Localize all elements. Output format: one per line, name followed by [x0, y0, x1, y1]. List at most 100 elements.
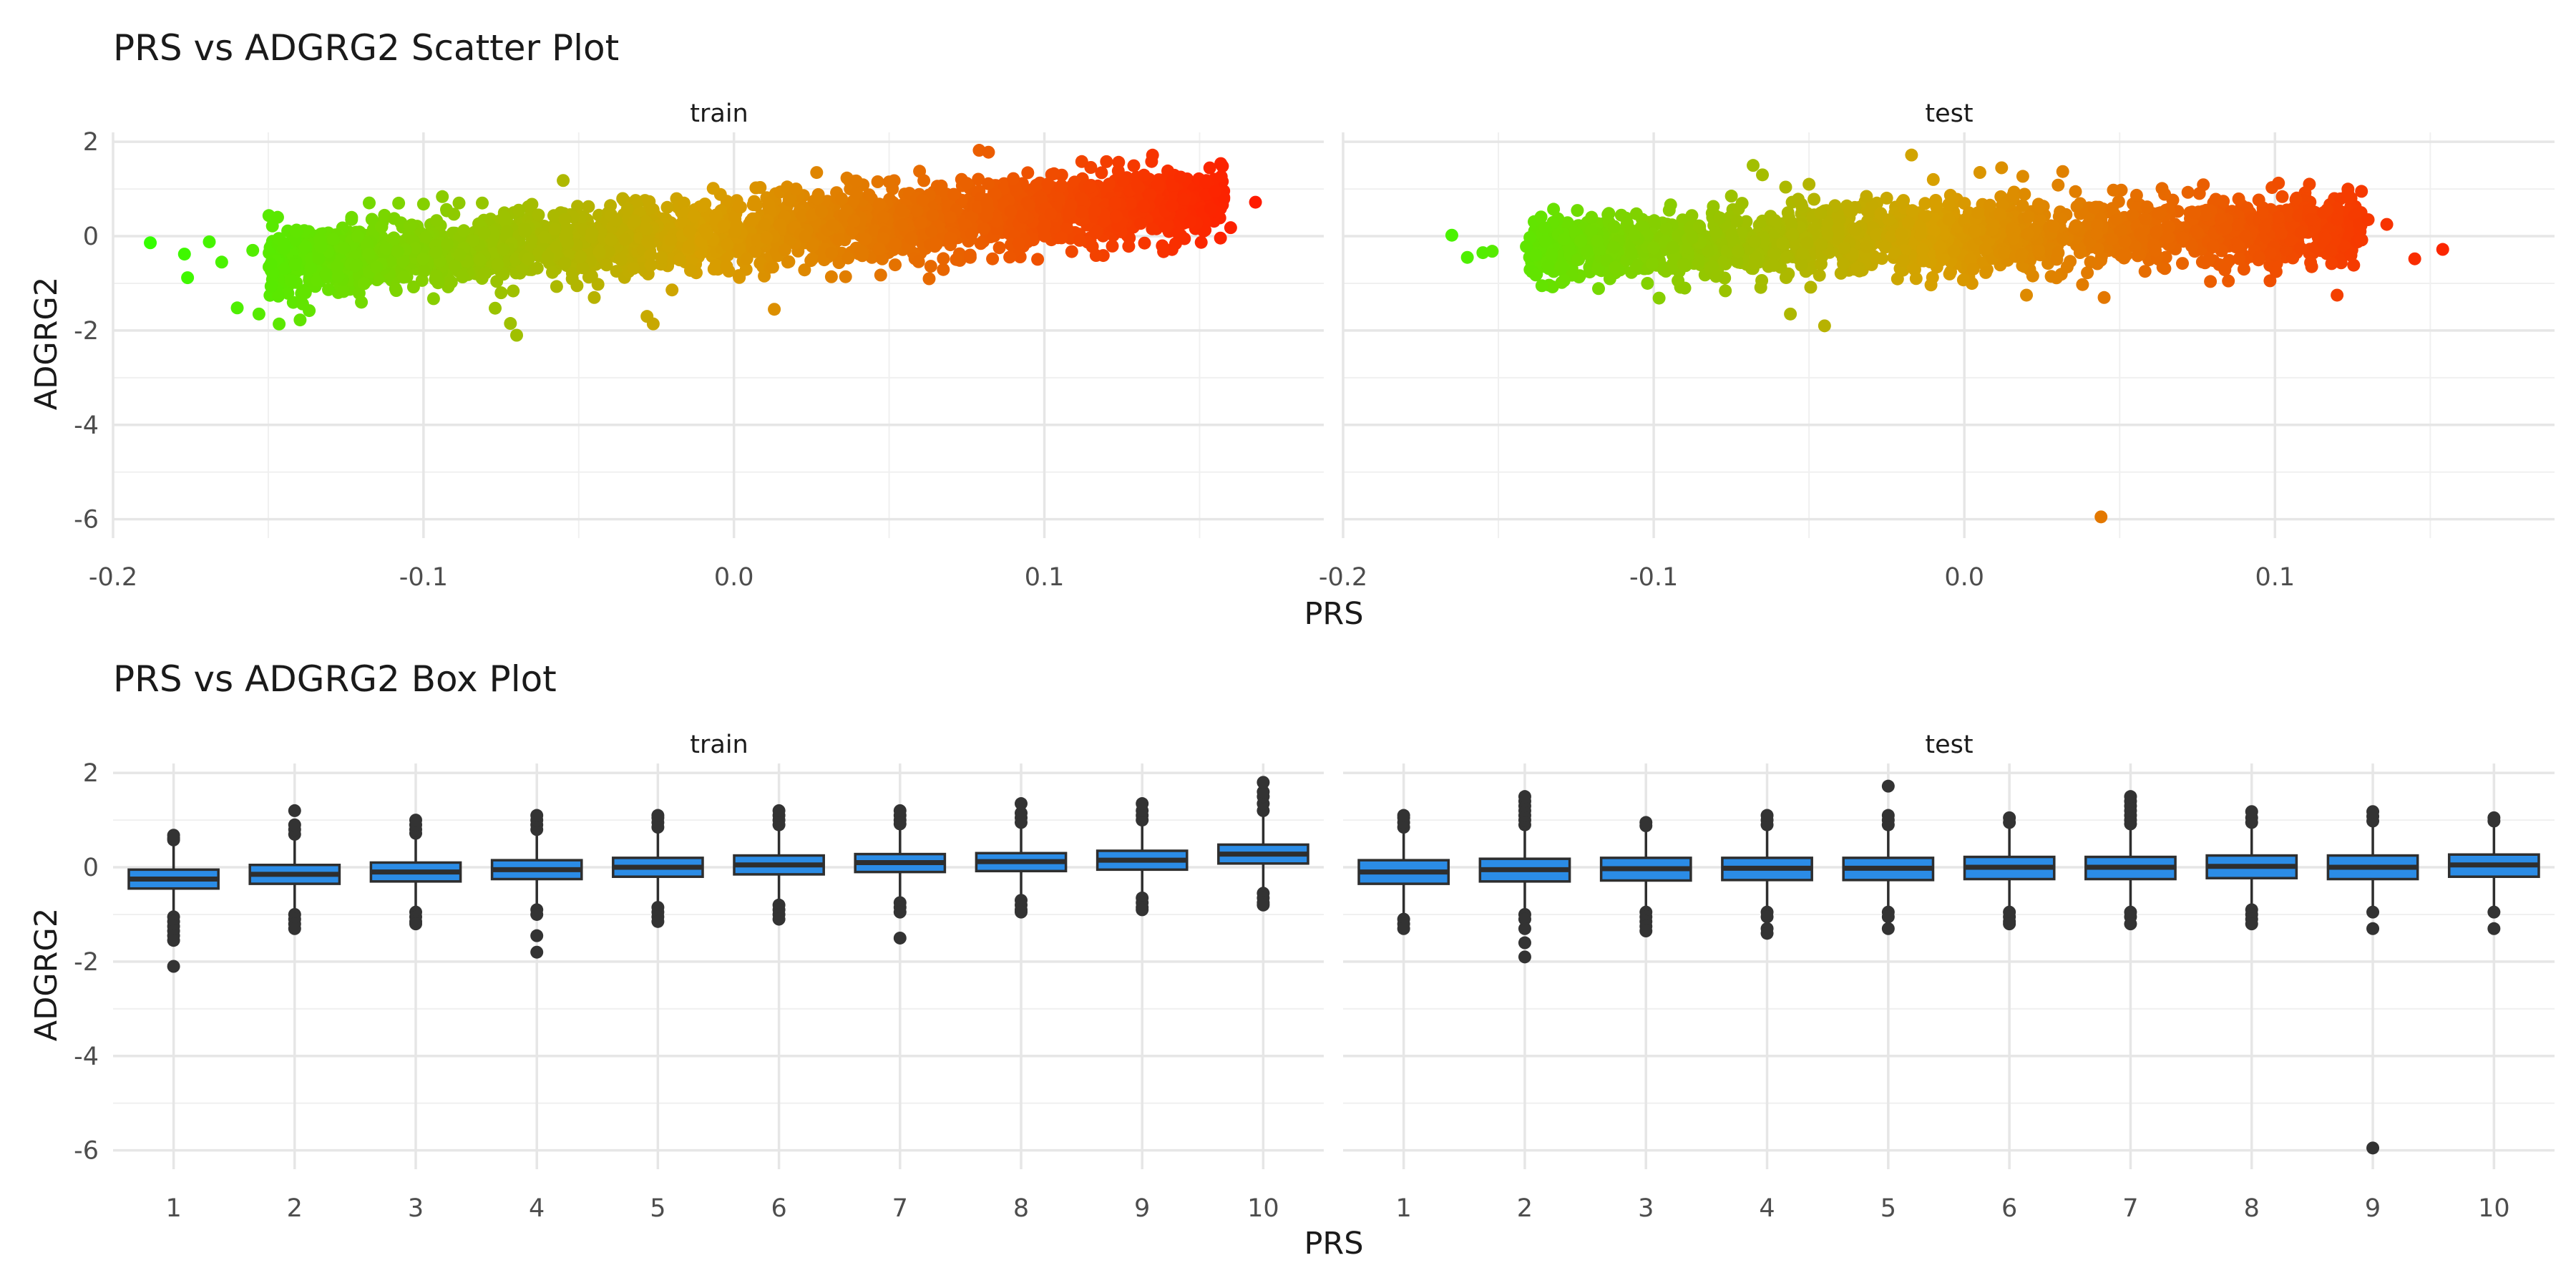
x-tick-label: 3	[408, 1194, 424, 1223]
scatter-point	[1041, 177, 1055, 191]
scatter-point	[558, 256, 572, 270]
box-outlier	[1518, 790, 1531, 804]
scatter-point	[1659, 222, 1673, 235]
scatter-point	[1784, 307, 1797, 321]
scatter-point	[1044, 207, 1058, 220]
scatter-points-train	[144, 144, 1262, 342]
scatter-point	[806, 238, 820, 251]
scatter-point	[1776, 237, 1790, 250]
scatter-point	[2094, 510, 2108, 524]
scatter-point	[576, 261, 590, 275]
scatter-point	[2219, 221, 2233, 235]
box-outlier	[2124, 790, 2137, 804]
scatter-point	[1030, 178, 1043, 192]
scatter-point	[1151, 177, 1165, 191]
scatter-point	[2176, 257, 2189, 270]
scatter-point	[982, 145, 995, 159]
scatter-point	[1166, 199, 1179, 213]
scatter-point	[349, 259, 363, 273]
scatter-point	[1947, 245, 1961, 258]
scatter-point	[799, 230, 812, 243]
scatter-point	[2209, 192, 2223, 206]
scatter-point	[1177, 192, 1191, 206]
scatter-point	[1755, 274, 1769, 287]
scatter-point	[1995, 161, 2009, 175]
scatter-point	[1895, 228, 1908, 241]
scatter-point	[1591, 234, 1604, 248]
scatter-point	[252, 307, 265, 321]
scatter-point	[477, 226, 491, 240]
scatter-title: PRS vs ADGRG2 Scatter Plot	[113, 27, 619, 69]
scatter-point	[1747, 235, 1761, 248]
scatter-point	[804, 254, 818, 268]
box-outlier	[288, 804, 301, 817]
scatter-point	[550, 280, 563, 293]
scatter-point	[1137, 168, 1151, 182]
y-tick-label: -6	[74, 1137, 99, 1166]
scatter-point	[2188, 206, 2202, 220]
scatter-point	[1926, 172, 1940, 186]
scatter-point	[378, 208, 391, 222]
scatter-point	[1068, 175, 1081, 189]
scatter-point	[2176, 231, 2190, 245]
scatter-point	[2272, 176, 2285, 190]
scatter-point	[1994, 208, 2007, 221]
scatter-point	[392, 196, 406, 210]
scatter-point	[2139, 213, 2152, 226]
scatter-point	[1730, 214, 1744, 228]
box-outlier	[893, 905, 907, 919]
scatter-point	[246, 243, 260, 257]
scatter-point	[643, 195, 656, 208]
scatter-point	[720, 260, 733, 273]
box-outlier	[1760, 910, 1774, 924]
scatter-point	[1719, 284, 1732, 298]
box-outlier	[772, 912, 786, 926]
scatter-point	[2295, 225, 2308, 239]
scatter-point	[774, 218, 787, 232]
scatter-point	[627, 262, 640, 275]
box-outlier	[1881, 809, 1895, 822]
scatter-point	[1848, 223, 1862, 236]
scatter-point	[798, 263, 811, 277]
scatter-point	[2361, 213, 2375, 226]
box-outlier	[409, 917, 422, 931]
scatter-point	[1538, 221, 1551, 235]
scatter-point	[871, 175, 884, 188]
scatter-point	[2324, 243, 2338, 257]
scatter-point	[1646, 241, 1660, 255]
scatter-point	[614, 253, 628, 266]
x-tick-label: 7	[892, 1194, 908, 1223]
scatter-point	[2134, 227, 2147, 240]
scatter-point	[507, 284, 520, 298]
scatter-point	[1084, 161, 1098, 174]
scatter-point	[1138, 236, 1151, 250]
scatter-point	[277, 236, 291, 250]
scatter-point	[2118, 248, 2132, 262]
scatter-point	[2255, 207, 2269, 220]
scatter-point	[1818, 319, 1831, 333]
scatter-point	[895, 218, 909, 232]
x-tick-label: 9	[1134, 1194, 1150, 1223]
scatter-point	[2202, 253, 2215, 266]
scatter-point	[768, 303, 781, 316]
box-outlier	[288, 922, 301, 935]
scatter-point	[1984, 198, 1996, 212]
scatter-point	[912, 255, 925, 268]
scatter-point	[1073, 233, 1086, 247]
scatter-point	[1055, 231, 1068, 245]
box-outlier	[288, 818, 301, 831]
scatter-point	[835, 192, 849, 205]
y-tick-label: 0	[83, 223, 99, 251]
y-tick-label: -6	[74, 506, 99, 535]
scatter-point	[1693, 220, 1707, 233]
box-outlier	[1760, 927, 1774, 940]
scatter-point	[2014, 249, 2028, 263]
scatter-point	[733, 242, 746, 255]
scatter-point	[355, 296, 369, 309]
y-tick-label: -2	[74, 948, 99, 977]
scatter-point	[1666, 241, 1679, 254]
box-outlier	[893, 931, 907, 945]
scatter-point	[655, 250, 668, 264]
scatter-point	[396, 270, 410, 284]
scatter-point	[288, 258, 302, 271]
